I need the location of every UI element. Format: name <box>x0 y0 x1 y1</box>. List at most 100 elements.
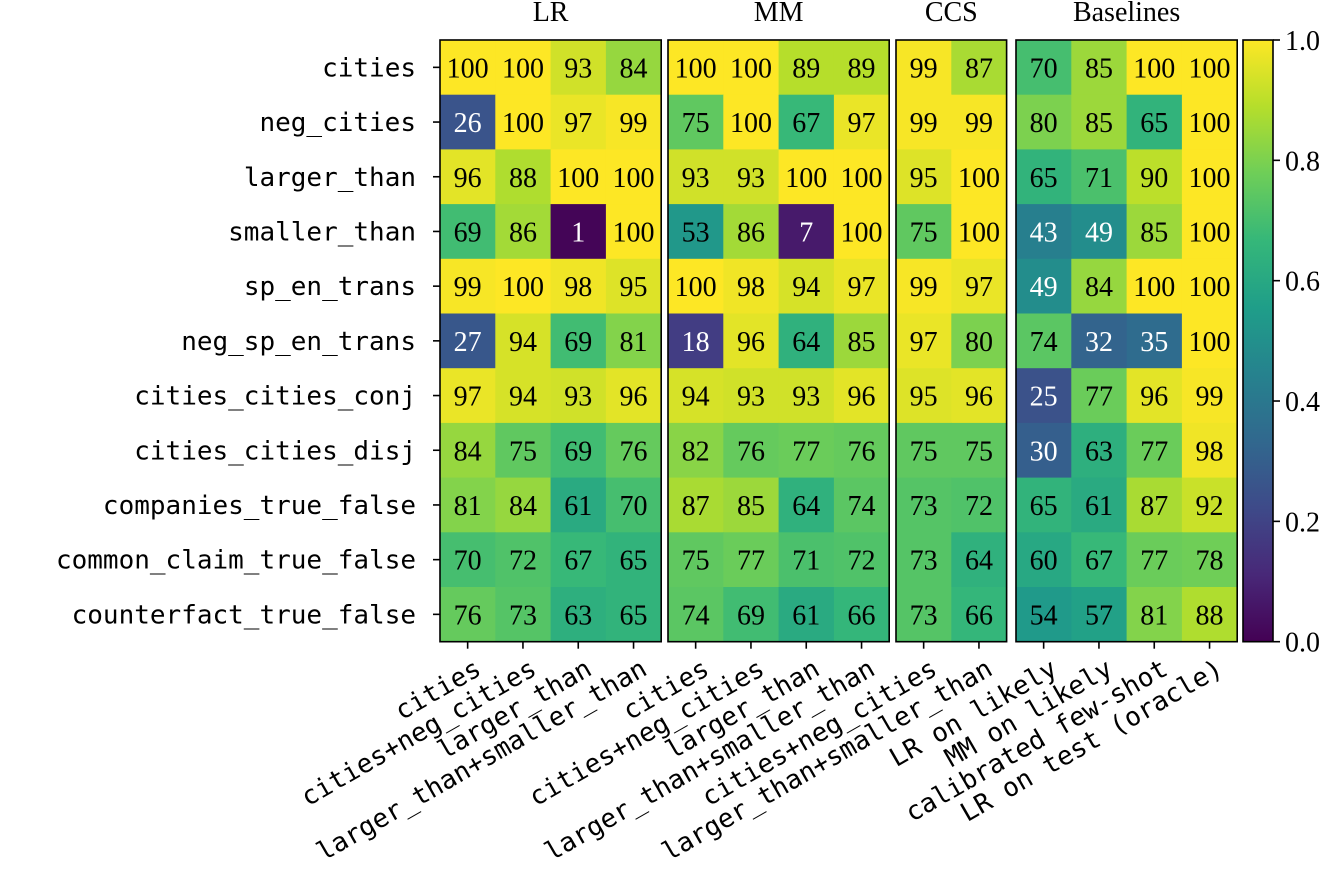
heatmap-cell-mm-r0-c0 <box>668 40 724 96</box>
y-tick-label: companies_true_false <box>103 491 416 521</box>
cell-value-label: 73 <box>509 600 537 631</box>
cell-value-label: 100 <box>1133 53 1175 84</box>
heatmap-cell-baselines-r0-c2 <box>1126 40 1183 96</box>
cell-value-label: 96 <box>737 327 765 358</box>
cell-value-label: 57 <box>1085 600 1113 631</box>
cell-value-label: 81 <box>454 491 482 522</box>
cell-value-label: 93 <box>564 382 592 413</box>
heatmap-cell-mm-r6-c3 <box>833 368 890 424</box>
cell-value-label: 64 <box>792 327 820 358</box>
heatmap-cell-ccs-r6-c1 <box>951 368 1008 424</box>
heatmap-cell-baselines-r3-c0 <box>1016 204 1072 260</box>
heatmap-cell-mm-r8-c2 <box>778 477 835 533</box>
cell-value-label: 80 <box>965 327 993 358</box>
heatmap-cell-ccs-r8-c1 <box>951 477 1008 533</box>
cell-value-label: 64 <box>792 491 820 522</box>
cell-value-label: 7 <box>799 217 813 248</box>
cell-value-label: 66 <box>848 600 876 631</box>
heatmap-cell-mm-r10-c3 <box>833 587 890 643</box>
colorbar: 0.0 0.2 0.4 0.6 0.8 1.0 <box>1242 26 1320 659</box>
cell-value-label: 100 <box>675 272 717 303</box>
heatmap-cell-baselines-r2-c3 <box>1181 149 1238 205</box>
cell-value-label: 98 <box>737 272 765 303</box>
heatmap-cell-mm-r4-c1 <box>723 258 780 315</box>
cell-value-label: 95 <box>910 382 938 413</box>
cell-value-label: 53 <box>682 217 710 248</box>
cell-value-label: 93 <box>737 382 765 413</box>
cell-value-label: 76 <box>620 436 648 467</box>
heatmap-cell-ccs-r10-c0 <box>896 587 952 643</box>
cell-value-label: 76 <box>737 436 765 467</box>
cell-value-label: 76 <box>454 600 482 631</box>
cell-value-label: 98 <box>564 272 592 303</box>
heatmap-cell-lr-r3-c2 <box>550 204 607 260</box>
heatmap-cell-mm-r9-c0 <box>668 532 724 588</box>
heatmap-cell-baselines-r6-c1 <box>1071 368 1128 424</box>
heatmap-cell-mm-r9-c3 <box>833 532 890 588</box>
cell-value-label: 73 <box>910 491 938 522</box>
cell-value-label: 84 <box>620 53 648 84</box>
heatmap-cell-ccs-r5-c1 <box>951 313 1008 369</box>
cell-value-label: 63 <box>564 600 592 631</box>
heatmap-cell-baselines-r4-c1 <box>1071 258 1128 315</box>
heatmap-cell-mm-r9-c1 <box>723 532 780 588</box>
cell-value-label: 77 <box>792 436 820 467</box>
cell-value-label: 100 <box>613 217 655 248</box>
heatmap-cell-baselines-r7-c0 <box>1016 422 1072 479</box>
cell-value-label: 96 <box>848 382 876 413</box>
cell-value-label: 81 <box>620 327 648 358</box>
cell-value-label: 76 <box>848 436 876 467</box>
cell-value-label: 98 <box>1196 436 1224 467</box>
heatmap-cell-mm-r7-c0 <box>668 422 724 479</box>
heatmap-cell-baselines-r1-c2 <box>1126 94 1183 150</box>
cell-value-label: 69 <box>454 217 482 248</box>
cell-value-label: 77 <box>737 546 765 577</box>
heatmap-cell-mm-r0-c2 <box>778 40 835 96</box>
heatmap-cell-baselines-r9-c1 <box>1071 532 1128 588</box>
heatmap-cell-ccs-r0-c0 <box>896 40 952 96</box>
cell-value-label: 100 <box>557 163 599 194</box>
cell-value-label: 54 <box>1030 600 1058 631</box>
colorbar-tick-label: 0.8 <box>1285 146 1320 177</box>
cell-value-label: 49 <box>1030 272 1058 303</box>
cell-value-label: 89 <box>792 53 820 84</box>
heatmap-cell-baselines-r1-c3 <box>1181 94 1238 150</box>
cell-value-label: 100 <box>1189 108 1231 139</box>
heatmap-cell-baselines-r10-c0 <box>1016 587 1072 643</box>
heatmap-cell-baselines-r5-c0 <box>1016 313 1072 369</box>
heatmap-cell-baselines-r3-c1 <box>1071 204 1128 260</box>
cell-value-label: 70 <box>454 546 482 577</box>
cell-value-label: 73 <box>910 600 938 631</box>
cell-value-label: 30 <box>1030 436 1058 467</box>
cell-value-label: 97 <box>848 108 876 139</box>
heatmap-cell-lr-r6-c0 <box>440 368 496 424</box>
heatmap-cell-lr-r6-c1 <box>495 368 552 424</box>
cell-value-label: 85 <box>737 491 765 522</box>
heatmap-cell-mm-r7-c2 <box>778 422 835 479</box>
cell-value-label: 88 <box>1196 600 1224 631</box>
panel-titles: LR MM CCS Baselines <box>533 0 1181 28</box>
cell-value-label: 75 <box>910 436 938 467</box>
cell-value-label: 73 <box>910 546 938 577</box>
cell-value-label: 99 <box>620 108 648 139</box>
panel-frame-mm <box>667 39 890 643</box>
heatmap-cell-baselines-r10-c3 <box>1181 587 1238 643</box>
heatmap-cell-lr-r1-c0 <box>440 94 496 150</box>
panel-title-baselines: Baselines <box>1073 0 1180 28</box>
heatmap-cell-lr-r0-c3 <box>605 40 662 96</box>
heatmap-cell-baselines-r7-c1 <box>1071 422 1128 479</box>
heatmap-cell-ccs-r9-c0 <box>896 532 952 588</box>
heatmap-cell-lr-r3-c1 <box>495 204 552 260</box>
heatmap-cell-mm-r7-c3 <box>833 422 890 479</box>
heatmap-cell-baselines-r9-c3 <box>1181 532 1238 588</box>
heatmap-cell-lr-r6-c2 <box>550 368 607 424</box>
cell-value-label: 74 <box>848 491 876 522</box>
cell-value-label: 100 <box>785 163 827 194</box>
heatmap-cell-lr-r9-c1 <box>495 532 552 588</box>
heatmap-cell-mm-r1-c2 <box>778 94 835 150</box>
cell-value-label: 86 <box>737 217 765 248</box>
cell-value-label: 85 <box>1085 53 1113 84</box>
heatmap-cell-lr-r1-c2 <box>550 94 607 150</box>
cell-value-label: 99 <box>910 53 938 84</box>
heatmap-cell-baselines-r8-c0 <box>1016 477 1072 533</box>
